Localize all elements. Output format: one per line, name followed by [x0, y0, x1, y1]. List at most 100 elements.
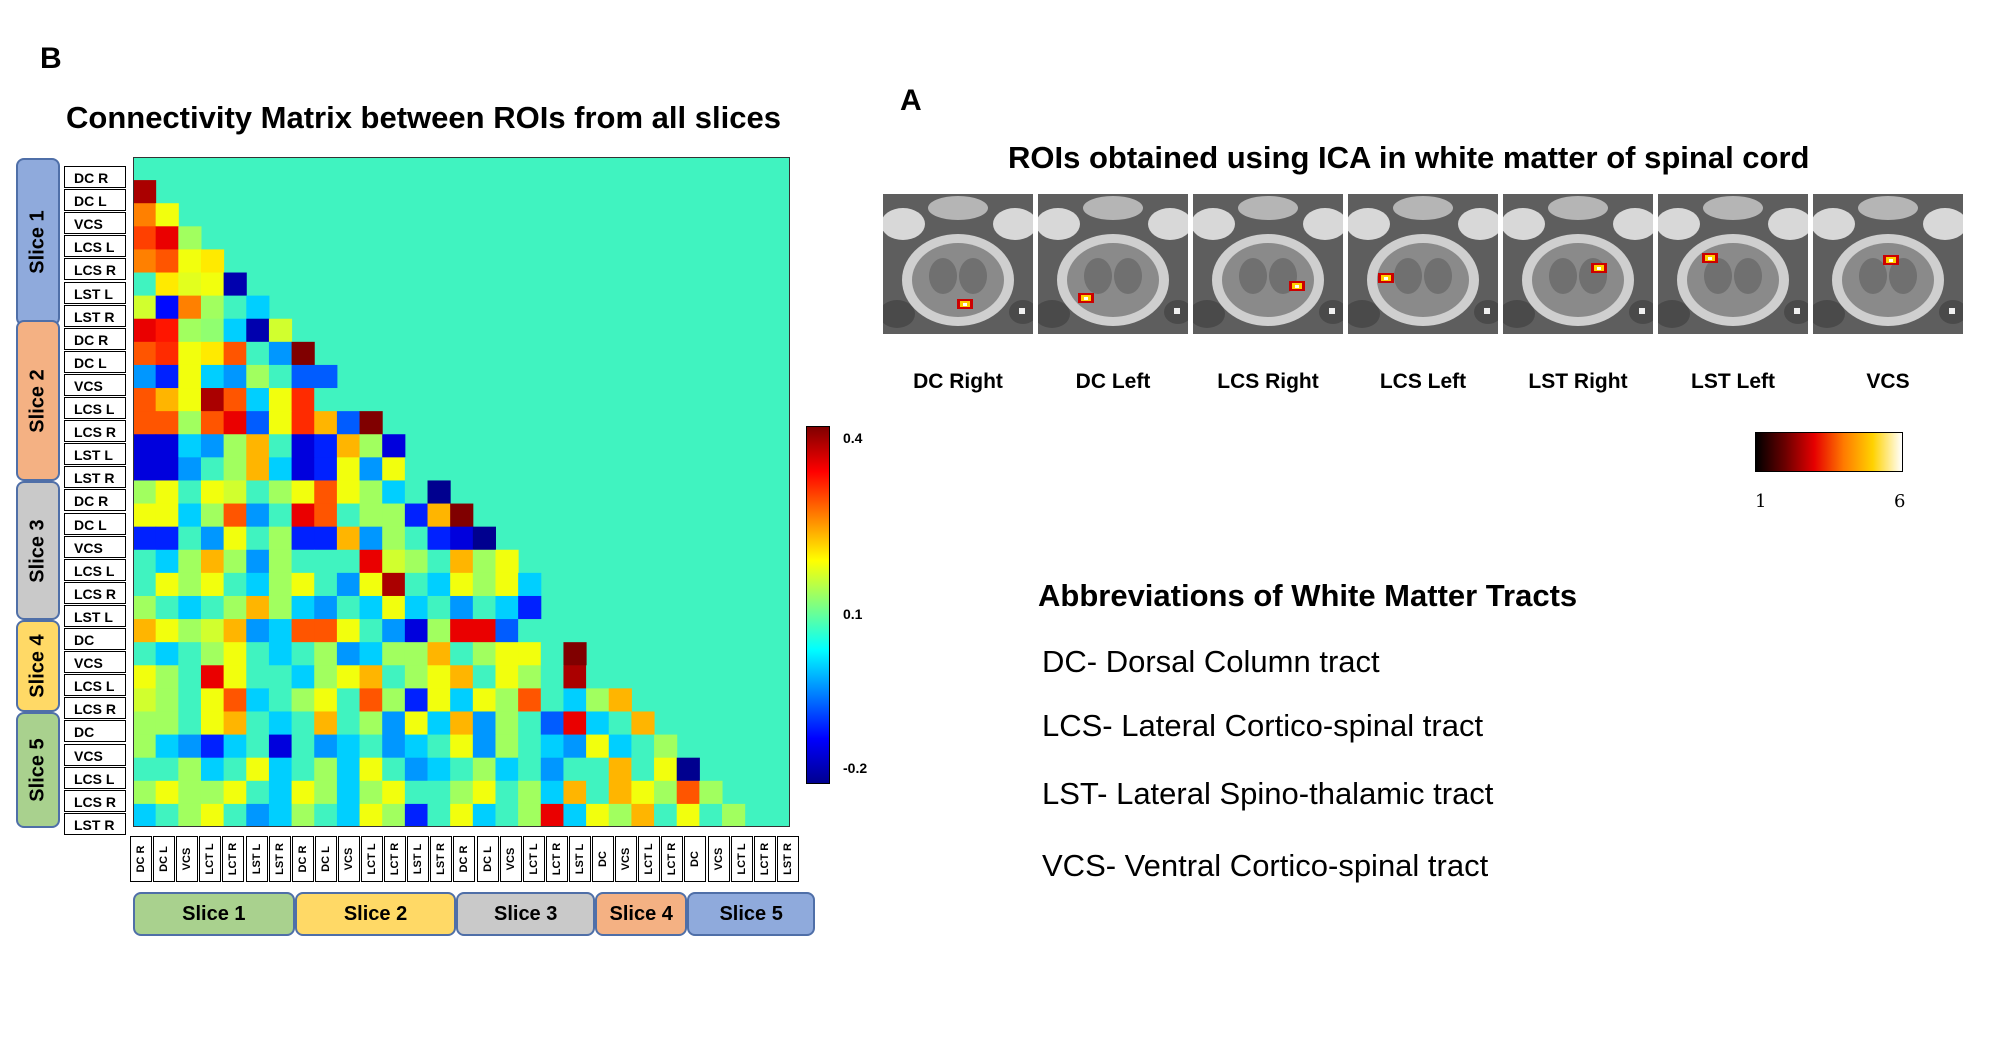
matrix-cell [314, 665, 338, 689]
matrix-cell [133, 411, 157, 435]
roi-slice-graphic [1658, 194, 1808, 334]
row-slice-label: Slice 5 [26, 738, 49, 802]
matrix-cell [336, 526, 361, 551]
matrix-cell [382, 595, 406, 620]
matrix-cell [223, 665, 247, 689]
panel-a-letter: A [900, 84, 922, 117]
row-label: LCS L [64, 397, 126, 419]
matrix-cell [427, 642, 451, 666]
matrix-cell [178, 411, 202, 435]
roi-name: DC Left [1075, 370, 1151, 393]
matrix-cell [133, 595, 157, 620]
matrix-cell [291, 734, 315, 759]
roi-name: LST Left [1691, 370, 1775, 393]
matrix-cell [200, 480, 225, 505]
matrix-colorbar-max: 0.4 [843, 430, 863, 446]
matrix-cell [223, 434, 247, 458]
matrix-cell [155, 272, 179, 297]
matrix-cell [200, 803, 225, 827]
row-label: LST R [64, 466, 126, 489]
matrix-cell [586, 734, 610, 759]
matrix-cell [314, 503, 338, 528]
matrix-cell [382, 434, 406, 458]
column-label: DC [684, 836, 707, 882]
matrix-cell [155, 526, 179, 551]
matrix-cell [178, 757, 202, 782]
matrix-cell [133, 480, 157, 505]
matrix-cell [291, 619, 315, 643]
matrix-cell [223, 619, 247, 643]
abbreviation-lcs: LCS- Lateral Cortico-spinal tract [1042, 708, 1484, 743]
matrix-cell [178, 595, 202, 620]
matrix-cell [359, 411, 383, 435]
matrix-cell [495, 757, 519, 782]
roi-image [1813, 194, 1963, 334]
matrix-cell [382, 803, 406, 827]
matrix-cell [359, 503, 383, 528]
matrix-cell [133, 203, 157, 227]
matrix-cell [586, 711, 610, 736]
matrix-cell [631, 780, 655, 805]
matrix-cell [631, 711, 655, 736]
matrix-cell [268, 411, 293, 435]
matrix-cell [699, 803, 723, 827]
matrix-cell [291, 480, 315, 505]
matrix-cell [472, 572, 496, 597]
matrix-cell [246, 595, 270, 620]
abbreviation-dc: DC- Dorsal Column tract [1042, 644, 1380, 679]
matrix-cell [178, 434, 202, 458]
matrix-cell [450, 549, 474, 574]
column-label: LCT R [661, 836, 684, 882]
matrix-cell [178, 711, 202, 736]
matrix-cell [246, 388, 270, 412]
matrix-cell [359, 688, 383, 712]
column-label: DC [592, 836, 614, 882]
column-label: VCS [615, 836, 638, 882]
matrix-cell [246, 734, 270, 759]
matrix-cell [200, 411, 225, 435]
matrix-title: Connectivity Matrix between ROIs from al… [66, 100, 781, 135]
row-label: DC R [64, 489, 126, 512]
matrix-cell [246, 480, 270, 505]
panel-b-letter: B [40, 42, 62, 75]
roi-slice-graphic [1348, 194, 1498, 334]
matrix-cell [518, 734, 542, 759]
column-label: LCT L [730, 836, 753, 882]
column-label: LST R [268, 836, 291, 882]
matrix-cell [268, 688, 293, 712]
row-slice-tab: Slice 2 [16, 319, 60, 482]
matrix-cell [178, 619, 202, 643]
column-label: VCS [337, 836, 360, 882]
row-label: DC [64, 628, 126, 650]
matrix-colorbar-mid: 0.1 [843, 606, 863, 622]
column-slice-tab: Slice 3 [456, 892, 595, 936]
matrix-cell [359, 434, 383, 458]
matrix-cell [404, 734, 429, 759]
matrix-cell [133, 364, 157, 389]
matrix-cell [359, 711, 383, 736]
matrix-cell [631, 757, 655, 782]
matrix-cell [155, 226, 179, 250]
matrix-cell [268, 665, 293, 689]
matrix-cell [200, 434, 225, 458]
matrix-cell [472, 595, 496, 620]
matrix-cell [382, 619, 406, 643]
matrix-cell [404, 688, 429, 712]
matrix-cell [291, 595, 315, 620]
matrix-cell [336, 803, 361, 827]
matrix-cell [382, 480, 406, 505]
matrix-cell [495, 619, 519, 643]
matrix-cell [268, 803, 293, 827]
matrix-cell [200, 757, 225, 782]
matrix-cell [133, 757, 157, 782]
row-label: VCS [64, 212, 126, 235]
matrix-cell [223, 642, 247, 666]
matrix-cell [676, 757, 700, 782]
matrix-cell [133, 341, 157, 366]
matrix-cell [654, 780, 678, 805]
matrix-cell [563, 688, 587, 712]
column-label: LST L [568, 836, 591, 882]
matrix-cell [268, 642, 293, 666]
matrix-cell [291, 757, 315, 782]
matrix-cell [608, 803, 632, 827]
